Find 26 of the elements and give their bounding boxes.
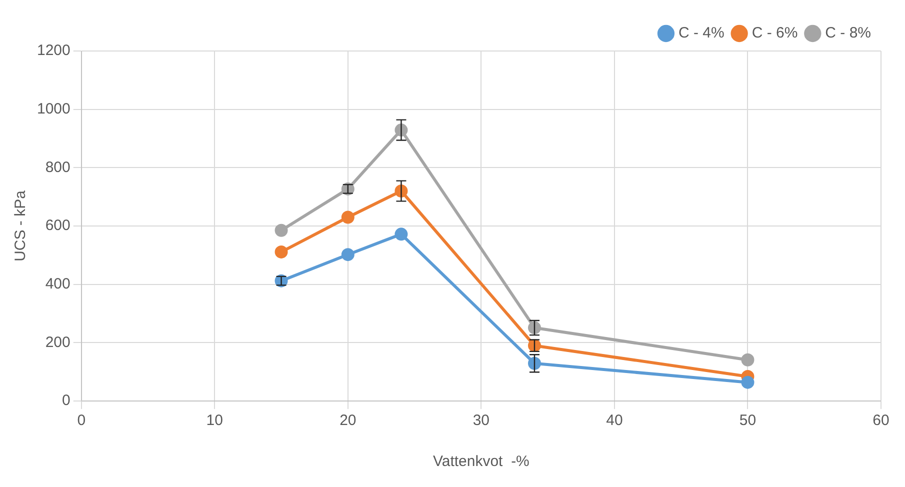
y-tick-label: 0 <box>62 392 70 410</box>
point <box>341 248 354 262</box>
x-tick-label: 10 <box>206 412 223 430</box>
point <box>741 353 754 366</box>
y-tick-label: 800 <box>45 158 70 176</box>
y-tick-label: 600 <box>45 217 70 234</box>
y-tick-label: 1200 <box>36 42 70 60</box>
legend-label: C - 8% <box>825 24 871 42</box>
x-tick-label: 40 <box>606 412 623 430</box>
point <box>394 228 408 241</box>
y-tick-label: 1000 <box>36 100 70 118</box>
point <box>274 245 288 258</box>
x-tick-label: 0 <box>77 412 86 430</box>
x-tick-label: 30 <box>472 412 490 430</box>
legend-label: C - 6% <box>752 24 798 42</box>
y-tick-label: 200 <box>45 334 70 351</box>
x-tick-label: 20 <box>340 412 356 430</box>
x-tick-label: 50 <box>739 412 756 430</box>
y-tick-label: 400 <box>45 275 70 292</box>
point <box>741 376 754 389</box>
point <box>341 210 354 224</box>
x-tick-label: 60 <box>872 412 890 430</box>
y-axis-title: UCS - kPa <box>12 190 30 262</box>
legend-label: C - 4% <box>678 24 724 42</box>
x-axis-title: Vattenkvot -% <box>432 453 530 470</box>
point <box>274 224 288 237</box>
